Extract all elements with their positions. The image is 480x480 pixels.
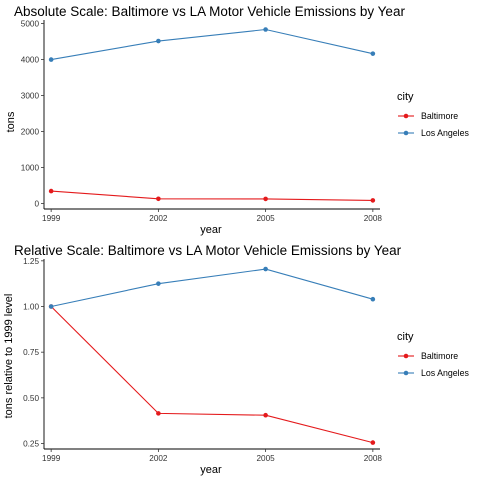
legend-label: Los Angeles: [421, 128, 470, 138]
chart-panel-absolute: Absolute Scale: Baltimore vs LA Motor Ve…: [5, 4, 470, 236]
legend-entries: Baltimore Los Angeles: [398, 351, 470, 378]
legend-key-los-angeles: Los Angeles: [398, 128, 470, 138]
series-line-baltimore: [51, 190, 373, 201]
data-point-baltimore: [370, 440, 376, 445]
x-tick-label: 2008: [364, 454, 383, 463]
legend-label: Los Angeles: [421, 368, 470, 378]
data-point-los-angeles: [156, 38, 161, 44]
legend-title: city: [397, 91, 414, 103]
data-point-los-angeles: [263, 27, 268, 32]
data-point-los-angeles: [48, 57, 54, 62]
y-tick-label: 1000: [21, 164, 40, 173]
data-point-los-angeles: [370, 51, 376, 56]
x-axis-title: year: [200, 464, 222, 476]
legend-key-los-angeles: Los Angeles: [398, 368, 470, 378]
data-point-los-angeles: [156, 281, 161, 286]
data-point-baltimore: [48, 188, 54, 194]
series-layer: [48, 27, 376, 203]
legend-key-baltimore: Baltimore: [398, 351, 458, 361]
series-baltimore: [48, 304, 376, 445]
series-line-baltimore: [50, 306, 373, 444]
y-axis-ticks: 0 1000 2000 3000 4000 5000: [21, 20, 44, 209]
y-axis-ticks: 0.25 0.50 0.75 1.00 1.25: [23, 257, 44, 449]
legend-swatch-point: [403, 370, 409, 376]
chart-title: Absolute Scale: Baltimore vs LA Motor Ve…: [14, 4, 405, 19]
data-point-baltimore: [263, 196, 268, 202]
legend-swatch-point: [403, 353, 409, 359]
data-point-los-angeles: [263, 266, 268, 272]
x-axis-ticks: 1999 2002 2005 2008: [42, 209, 382, 223]
y-tick-label: 0: [34, 200, 39, 209]
series-baltimore: [48, 188, 376, 203]
data-point-baltimore: [156, 411, 161, 416]
x-tick-label: 1999: [42, 454, 61, 463]
x-tick-label: 2002: [149, 214, 168, 223]
y-tick-label: 5000: [21, 20, 40, 29]
legend-label: Baltimore: [421, 351, 458, 361]
legend-swatch-point: [403, 113, 409, 119]
x-tick-label: 1999: [42, 214, 61, 223]
y-axis-title: tons relative to 1999 level: [3, 294, 15, 419]
y-tick-label: 3000: [21, 92, 40, 101]
y-tick-label: 0.50: [23, 394, 39, 403]
x-axis-ticks: 1999 2002 2005 2008: [42, 449, 382, 463]
y-tick-label: 1.25: [23, 257, 39, 266]
x-tick-label: 2008: [364, 214, 383, 223]
y-tick-label: 4000: [21, 56, 40, 65]
x-tick-label: 2005: [257, 454, 276, 463]
legend: city Baltimore Los Angeles: [397, 331, 470, 378]
y-tick-label: 0.75: [23, 348, 39, 357]
data-point-los-angeles: [370, 296, 376, 302]
series-los-angeles: [48, 27, 376, 62]
series-line-los-angeles: [51, 28, 373, 61]
x-axis-title: year: [200, 224, 222, 236]
data-point-los-angeles: [48, 304, 54, 309]
legend-key-baltimore: Baltimore: [398, 111, 458, 121]
data-point-baltimore: [370, 198, 376, 203]
data-point-baltimore: [263, 412, 268, 418]
x-tick-label: 2005: [257, 214, 276, 223]
data-point-baltimore: [156, 196, 161, 202]
y-tick-label: 1.00: [23, 303, 39, 312]
legend-swatch-point: [403, 130, 409, 136]
legend-entries: Baltimore Los Angeles: [398, 111, 470, 138]
series-line-los-angeles: [51, 268, 373, 308]
y-tick-label: 2000: [21, 128, 40, 137]
series-los-angeles: [48, 266, 376, 309]
y-tick-label: 0.25: [23, 440, 39, 449]
chart-title: Relative Scale: Baltimore vs LA Motor Ve…: [14, 243, 402, 258]
legend-title: city: [397, 331, 414, 343]
legend: city Baltimore Los Angeles: [397, 91, 470, 138]
chart-panel-relative: Relative Scale: Baltimore vs LA Motor Ve…: [3, 243, 470, 476]
x-tick-label: 2002: [149, 454, 168, 463]
series-layer: [48, 266, 376, 445]
y-axis-title: tons: [5, 111, 17, 132]
legend-label: Baltimore: [421, 111, 458, 121]
